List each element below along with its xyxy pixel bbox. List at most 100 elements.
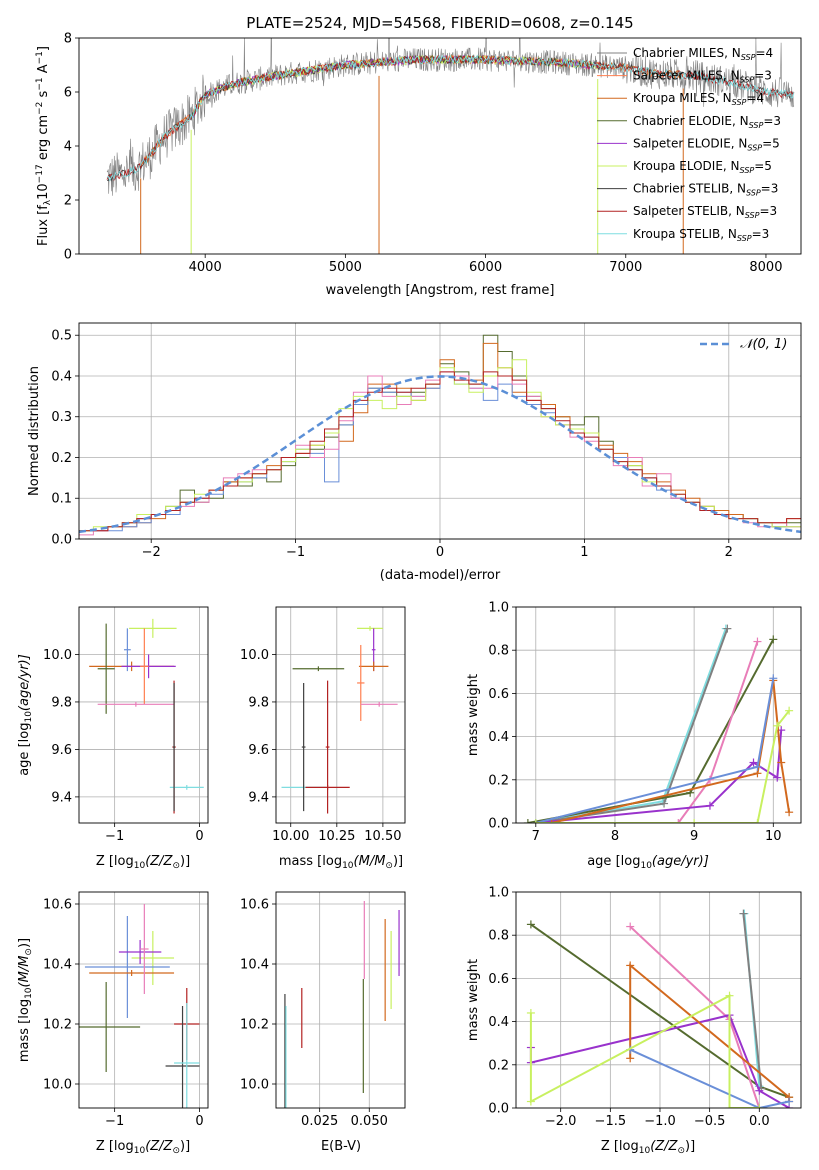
mwAge-xtick-label: 9 [690,829,698,844]
mwAge-ytick-label: 0.6 [488,687,509,702]
ageM-xlabel: mass [log10(M/M⊙)] [279,854,403,871]
mwAge-plot-area [523,624,794,823]
residuals-ytick-label: 0.0 [51,533,72,548]
mwZ-xtick-label: −1.5 [595,1114,627,1129]
mwZ-ytick-label: 0.8 [488,929,509,944]
legend-sub: SSP [749,121,764,130]
legend-eq: =3 [752,227,770,241]
legend-sub: SSP [740,166,755,175]
residuals-ylabel: Normed distribution [27,366,42,496]
residuals-ytick-label: 0.4 [51,369,72,384]
mwZ-frame [515,891,802,1109]
mwZ-ytick-label: 1.0 [488,886,509,901]
mZ-ytick-label: 10.6 [43,898,72,913]
ageZ-ylabel: age [log10(age/yr)] [17,654,34,776]
spectrum-xtick-label: 4000 [189,260,222,275]
residuals-ytick-label: 0.3 [51,410,72,425]
mwAge-xtick-label: 8 [611,829,619,844]
legend-entry: Chabrier ELODIE, NSSP=3 [633,114,781,130]
legend-eq: =4 [746,91,764,105]
legend-name: Chabrier STELIB, N [633,182,746,196]
residuals-ytick-label: 0.5 [51,329,72,344]
mwAge-series-0 [535,628,727,823]
residuals-frame [78,322,802,540]
mZ-plot-area [79,904,200,1108]
mwZ-xtick-label: −1.0 [644,1114,676,1129]
mwAge-ytick-label: 0.0 [488,817,509,832]
age-vs-mass-panel: mass [log10(M/M⊙)] 10.00 10.25 10.50 9.4 9.6… [240,606,406,871]
massweight-vs-metallicity-panel: Z [log10(Z/Z⊙)] mass weight −2.0 −1.5 −1.0… [466,886,802,1156]
mwZ-ytick-label: 0.2 [488,1058,509,1073]
residuals-xtick-label: −1 [286,545,305,560]
spectrum-model-salpeter_miles [140,55,684,168]
ageZ-ytick-label: 10.0 [43,648,72,663]
mwZ-ytick-label: 0.0 [488,1102,509,1117]
ageZ-ytick-label: 9.8 [51,695,72,710]
residuals-plot-area [79,334,801,539]
mwZ-ylabel: mass weight [466,959,481,1041]
legend-eq: =3 [754,69,772,83]
legend-entry: Kroupa MILES, NSSP=4 [633,91,764,107]
mwAge-frame [515,606,802,824]
legend-name: Salpeter MILES, N [633,69,740,83]
mE-xtick-label: 0.025 [301,1114,338,1129]
mZ-xtick-label: 0 [195,1114,203,1129]
ageZ-plot-area [89,618,204,814]
ageM-plot-area [281,625,398,814]
mwZ-xtick-label: 0.0 [749,1114,770,1129]
mwAge-ytick-label: 0.4 [488,730,509,745]
spectrum-plot-area [106,38,795,254]
legend-entry: Salpeter ELODIE, NSSP=5 [633,136,780,152]
mZ-ytick-label: 10.0 [43,1078,72,1093]
mE-ytick-label: 10.6 [240,898,269,913]
mwAge-series-5 [551,680,791,823]
mZ-xtick-label: −1 [105,1114,124,1129]
mwZ-series-6 [629,1048,790,1108]
legend-sub: SSP [732,98,747,107]
ageM-ytick-label: 9.4 [248,790,269,805]
spectrum-title: PLATE=2524, MJD=54568, FIBERID=0608, z=0… [246,14,633,32]
mE-plot-area [284,901,400,1108]
mwAge-ylabel: mass weight [466,674,481,756]
mE-ytick-label: 10.0 [240,1078,269,1093]
spectrum-model-kroupa_stelib [106,54,795,182]
mZ-frame [78,891,209,1109]
mwZ-ytick-label: 0.4 [488,1015,509,1030]
residuals-ytick-label: 0.1 [51,492,72,507]
spectrum-xtick-label: 5000 [329,260,362,275]
mZ-ytick-label: 10.2 [43,1018,72,1033]
spectrum-xtick-label: 8000 [749,260,782,275]
legend-name: Kroupa STELIB, N [633,227,737,241]
legend-entry: Salpeter STELIB, NSSP=3 [633,204,777,220]
ageM-ytick-label: 9.8 [248,695,269,710]
mE-ytick-label: 10.2 [240,1018,269,1033]
mE-frame [275,891,406,1109]
legend-name: Salpeter STELIB, N [633,204,745,218]
mwAge-xtick-label: 7 [532,829,540,844]
ageZ-xtick-label: −1 [105,829,124,844]
spectrum-ylabel: Flux [fλ10−17 erg cm−2 s−1 A−1] [35,46,53,246]
legend-entry: Kroupa ELODIE, NSSP=5 [633,159,772,175]
spectrum-xlabel: wavelength [Angstrom, rest frame] [326,283,555,298]
legend-eq: =4 [755,46,773,60]
mwAge-xtick-label: 10 [765,829,782,844]
spectrum-model-kroupa_miles [140,54,684,170]
legend-name: Kroupa MILES, N [633,91,732,105]
legend-name: Kroupa ELODIE, N [633,159,740,173]
residuals-ytick-label: 0.2 [51,451,72,466]
ageZ-ytick-label: 9.6 [51,743,72,758]
mE-xtick-label: 0.050 [351,1114,388,1129]
age-vs-metallicity-panel: Z [log10(Z/Z⊙)] age [log10(age/yr)] −1 0 9… [17,606,209,871]
ageM-ytick-label: 9.6 [248,743,269,758]
legend-entry: Chabrier MILES, NSSP=4 [633,46,773,62]
mZ-xlabel: Z [log10(Z/Z⊙)] [96,1139,190,1156]
legend-sub: SSP [745,211,760,220]
legend-sub: SSP [737,234,752,243]
legend-eq: =3 [759,204,777,218]
mwZ-series-7 [529,994,760,1108]
ageZ-ytick-label: 9.4 [51,790,72,805]
mwZ-xtick-label: −0.5 [694,1114,726,1129]
legend-entry: Chabrier STELIB, NSSP=3 [633,182,778,198]
legend-sub: SSP [746,189,761,198]
